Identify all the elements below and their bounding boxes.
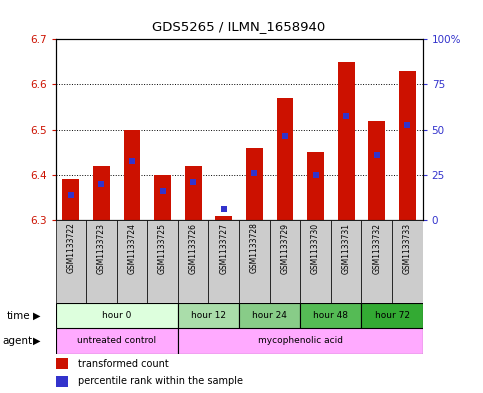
Bar	[147, 220, 178, 303]
Point	[281, 133, 289, 140]
Point	[98, 181, 105, 187]
Bar	[361, 303, 423, 328]
Text: transformed count: transformed count	[78, 359, 168, 369]
Bar	[178, 303, 239, 328]
Text: time: time	[6, 310, 30, 321]
Bar	[215, 216, 232, 220]
Text: GSM1133725: GSM1133725	[158, 222, 167, 274]
Bar	[270, 220, 300, 303]
Text: agent: agent	[2, 336, 32, 346]
Bar	[246, 148, 263, 220]
Point	[159, 187, 167, 194]
Bar	[239, 303, 300, 328]
Bar	[56, 303, 178, 328]
Text: hour 0: hour 0	[102, 311, 131, 320]
Bar	[62, 180, 79, 220]
Text: hour 12: hour 12	[191, 311, 226, 320]
Bar	[209, 220, 239, 303]
Bar	[154, 175, 171, 220]
Bar	[361, 220, 392, 303]
Text: mycophenolic acid: mycophenolic acid	[258, 336, 343, 345]
Text: percentile rank within the sample: percentile rank within the sample	[78, 376, 242, 386]
Bar	[399, 71, 416, 220]
Text: untreated control: untreated control	[77, 336, 156, 345]
Point	[403, 122, 411, 129]
Text: GSM1133722: GSM1133722	[66, 222, 75, 274]
Point	[128, 158, 136, 165]
Point	[67, 192, 75, 198]
Bar	[56, 220, 86, 303]
Text: GSM1133729: GSM1133729	[281, 222, 289, 274]
Bar	[331, 220, 361, 303]
Point	[251, 169, 258, 176]
Text: GSM1133728: GSM1133728	[250, 222, 259, 274]
Text: GSM1133726: GSM1133726	[189, 222, 198, 274]
Bar	[338, 62, 355, 220]
Bar	[86, 220, 117, 303]
Bar	[277, 98, 293, 220]
Text: hour 48: hour 48	[313, 311, 348, 320]
Point	[220, 206, 227, 212]
Bar	[392, 220, 423, 303]
Text: GSM1133723: GSM1133723	[97, 222, 106, 274]
Bar	[56, 376, 69, 387]
Text: GSM1133731: GSM1133731	[341, 222, 351, 274]
Text: GSM1133730: GSM1133730	[311, 222, 320, 274]
Bar	[178, 220, 209, 303]
Bar	[93, 166, 110, 220]
Bar	[300, 303, 361, 328]
Text: ▶: ▶	[33, 336, 41, 346]
Point	[373, 151, 381, 158]
Text: ▶: ▶	[33, 310, 41, 321]
Bar	[56, 358, 69, 369]
Text: hour 24: hour 24	[252, 311, 287, 320]
Bar	[239, 220, 270, 303]
Text: GDS5265 / ILMN_1658940: GDS5265 / ILMN_1658940	[153, 20, 326, 33]
Bar	[56, 328, 178, 354]
Text: GSM1133724: GSM1133724	[128, 222, 137, 274]
Text: GSM1133727: GSM1133727	[219, 222, 228, 274]
Text: GSM1133733: GSM1133733	[403, 222, 412, 274]
Bar	[124, 130, 141, 220]
Point	[189, 178, 197, 185]
Bar	[178, 328, 423, 354]
Bar	[300, 220, 331, 303]
Point	[312, 172, 319, 178]
Bar	[185, 166, 201, 220]
Point	[342, 113, 350, 119]
Bar	[369, 121, 385, 220]
Bar	[117, 220, 147, 303]
Text: hour 72: hour 72	[374, 311, 410, 320]
Text: GSM1133732: GSM1133732	[372, 222, 381, 274]
Bar	[307, 152, 324, 220]
